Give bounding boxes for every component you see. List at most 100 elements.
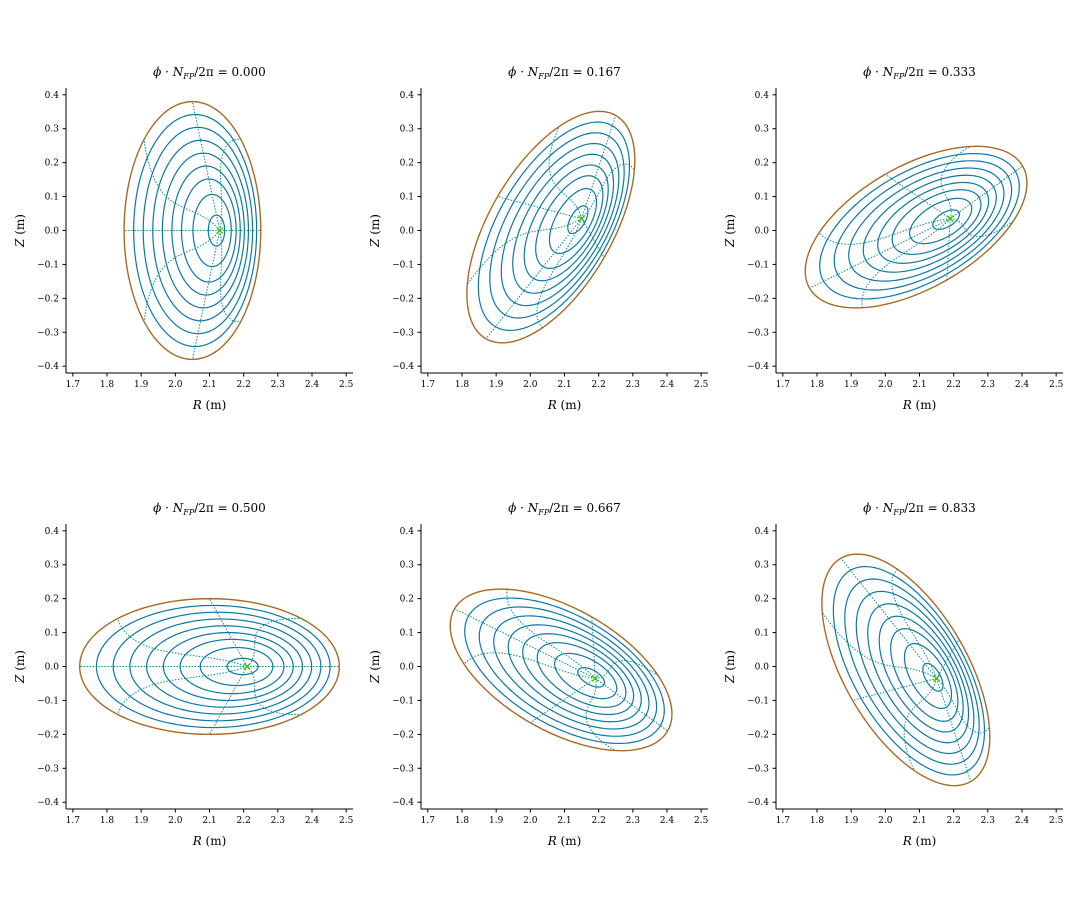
theta-line — [936, 678, 990, 734]
x-tick-label: 2.4 — [1015, 380, 1030, 390]
theta-line — [946, 218, 951, 281]
theta-line — [585, 678, 615, 751]
title-prefix: ϕ · N — [863, 501, 894, 515]
y-tick-label: −0.2 — [37, 294, 59, 304]
theta-line — [454, 608, 596, 679]
y-tick-label: 0.0 — [45, 227, 60, 237]
theta-line — [143, 230, 221, 322]
x-tick-label: 2.3 — [981, 816, 996, 826]
title-prefix: ϕ · N — [508, 65, 539, 79]
y-tick-label: −0.1 — [747, 260, 769, 270]
theta-line — [861, 218, 951, 308]
y-tick-label: 0.2 — [755, 595, 769, 605]
y-tick-label: 0.3 — [400, 125, 415, 135]
x-tick-label: 1.7 — [421, 816, 436, 826]
subplot-title: ϕ · NFP/2π = 0.500 — [153, 501, 266, 517]
title-suffix: /2π = 0.333 — [904, 65, 976, 79]
x-axis-label: R (m) — [192, 398, 227, 412]
x-tick-label: 2.3 — [271, 816, 286, 826]
x-tick-label: 2.4 — [660, 380, 675, 390]
y-tick-label: 0.0 — [45, 663, 60, 673]
subplot-3: ϕ · NFP/2π = 0.333 1.7 1.8 1.9 2.0 2.1 2.2 2.3 2… — [723, 65, 1064, 412]
x-tick-label: 2.3 — [626, 380, 641, 390]
plasma-boundary — [123, 100, 262, 361]
flux-surface — [535, 175, 604, 269]
y-tick-label: −0.4 — [747, 362, 769, 372]
title-subscript: FP — [892, 508, 905, 517]
theta-line — [885, 173, 951, 220]
x-tick-label: 2.0 — [878, 380, 893, 390]
theta-line — [903, 678, 938, 771]
x-tick-label: 1.8 — [455, 380, 470, 390]
plasma-boundary — [821, 553, 991, 787]
x-tick-label: 2.5 — [339, 380, 354, 390]
x-tick-label: 2.0 — [168, 380, 183, 390]
title-suffix: /2π = 0.167 — [549, 65, 621, 79]
y-tick-label: 0.3 — [400, 561, 415, 571]
y-tick-label: 0.1 — [400, 629, 414, 639]
y-tick-label: 0.4 — [400, 527, 415, 537]
theta-lines — [454, 589, 668, 751]
subplot-title: ϕ · NFP/2π = 0.000 — [153, 65, 266, 81]
y-tick-label: 0.1 — [45, 629, 59, 639]
y-tick-label: 0.0 — [755, 227, 770, 237]
y-axis-label: Z (m) — [723, 214, 737, 248]
y-tick-label: 0.2 — [755, 159, 769, 169]
magnetic-axis-marker — [578, 215, 586, 223]
y-tick-label: 0.0 — [400, 663, 415, 673]
x-tick-label: 2.1 — [202, 816, 216, 826]
x-tick-label: 2.0 — [523, 380, 538, 390]
y-tick-label: −0.2 — [392, 730, 414, 740]
title-subscript: FP — [537, 508, 550, 517]
y-tick-label: −0.4 — [37, 798, 59, 808]
y-tick-label: −0.4 — [37, 362, 59, 372]
subplot-2: ϕ · NFP/2π = 0.167 1.7 1.8 1.9 2.0 2.1 2.2 2.3 2… — [368, 65, 709, 412]
theta-line — [581, 115, 617, 219]
y-tick-label: −0.4 — [392, 798, 414, 808]
y-tick-label: 0.4 — [755, 91, 770, 101]
flux-surface — [226, 657, 259, 676]
theta-line — [891, 568, 938, 679]
x-tick-label: 1.9 — [844, 380, 859, 390]
flux-surface — [112, 611, 322, 722]
plasma-boundary — [466, 110, 636, 344]
theta-line — [117, 666, 248, 715]
x-tick-label: 2.1 — [557, 816, 571, 826]
x-tick-label: 2.3 — [981, 380, 996, 390]
y-tick-label: 0.3 — [45, 125, 60, 135]
x-tick-label: 1.9 — [134, 816, 149, 826]
x-axis-label: R (m) — [902, 834, 937, 848]
x-tick-label: 1.8 — [100, 816, 115, 826]
x-tick-label: 1.7 — [66, 380, 81, 390]
flux-surface — [493, 615, 650, 730]
y-axis-label: Z (m) — [13, 214, 27, 248]
theta-line — [936, 678, 972, 782]
subplot-title: ϕ · NFP/2π = 0.667 — [508, 501, 621, 517]
y-tick-label: −0.3 — [37, 328, 59, 338]
x-tick-label: 2.1 — [912, 380, 926, 390]
flux-surface — [199, 646, 274, 687]
y-tick-label: −0.1 — [37, 260, 59, 270]
x-tick-label: 1.9 — [134, 380, 149, 390]
y-tick-label: 0.1 — [400, 193, 414, 203]
flux-surface — [142, 126, 254, 335]
x-axis-label: R (m) — [902, 398, 937, 412]
theta-lines — [79, 598, 340, 735]
theta-line — [497, 196, 582, 220]
y-tick-label: −0.2 — [392, 294, 414, 304]
y-tick-label: −0.4 — [392, 362, 414, 372]
theta-line — [581, 218, 605, 258]
y-tick-label: 0.2 — [45, 159, 59, 169]
flux-surface — [855, 590, 975, 755]
theta-line — [219, 230, 241, 323]
y-tick-label: 0.2 — [45, 595, 59, 605]
x-tick-label: 2.2 — [947, 816, 961, 826]
flux-surface — [536, 642, 627, 708]
flux-surface — [890, 628, 959, 722]
title-subscript: FP — [892, 72, 905, 81]
title-prefix: ϕ · N — [153, 65, 184, 79]
title-prefix: ϕ · N — [863, 65, 894, 79]
theta-line — [530, 677, 596, 724]
x-tick-label: 2.1 — [557, 380, 571, 390]
y-tick-label: 0.4 — [400, 91, 415, 101]
